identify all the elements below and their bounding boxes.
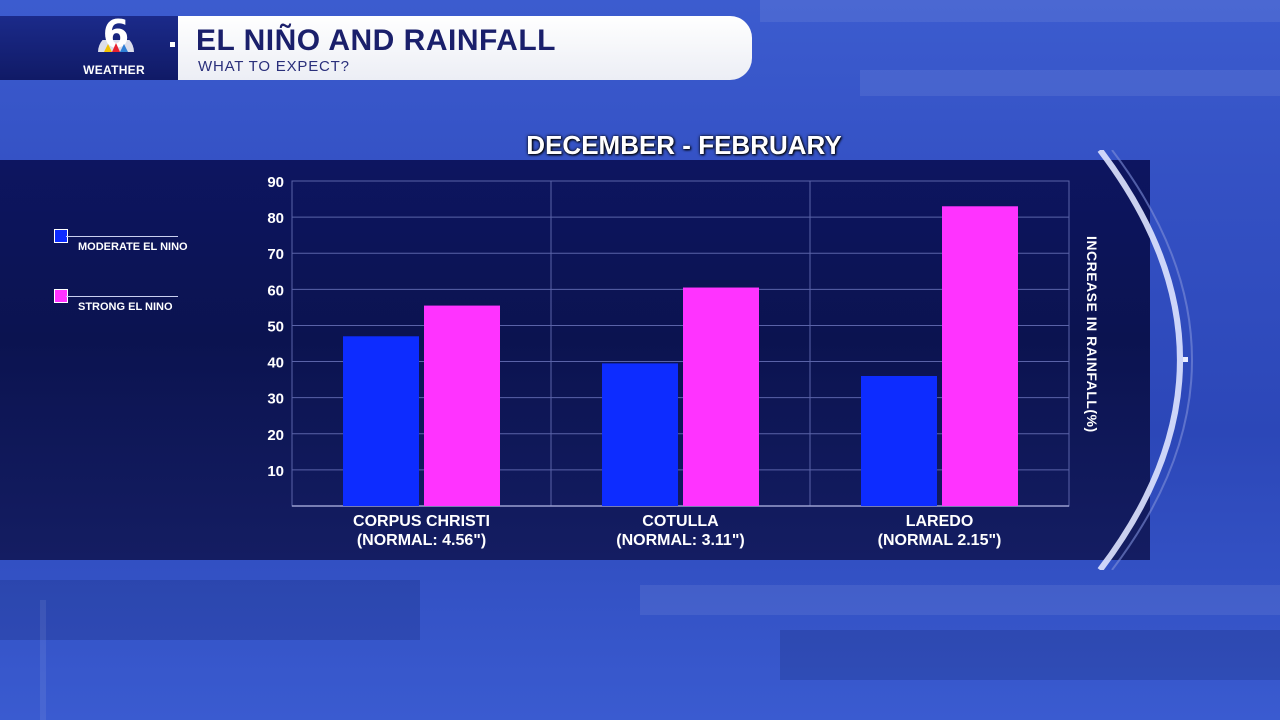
- legend-divider: [66, 296, 178, 297]
- bar-moderate: [343, 336, 419, 506]
- arc-dot: [1183, 357, 1188, 362]
- x-category-label: (NORMAL: 3.11"): [616, 532, 744, 549]
- y-axis-title: INCREASE IN RAINFALL(%): [1084, 236, 1100, 433]
- bar-strong: [683, 287, 759, 506]
- background-panel: [780, 630, 1280, 680]
- y-tick-label: 60: [267, 282, 284, 299]
- y-tick-label: 90: [267, 174, 284, 191]
- x-category-label: (NORMAL 2.15"): [878, 532, 1002, 549]
- y-tick-label: 50: [267, 318, 284, 335]
- x-category-label: CORPUS CHRISTI: [353, 513, 490, 530]
- y-tick-label: 20: [267, 427, 284, 444]
- decorative-arc: [1097, 150, 1193, 570]
- y-tick-label: 30: [267, 391, 284, 408]
- bar-strong: [942, 206, 1018, 506]
- x-category-label: (NORMAL: 4.56"): [357, 532, 486, 549]
- background-beam: [860, 70, 1280, 96]
- y-tick-label: 80: [267, 210, 284, 227]
- y-tick-label: 40: [267, 355, 284, 372]
- bar-moderate: [602, 363, 678, 506]
- x-category-label: LAREDO: [906, 513, 974, 530]
- legend-label-strong: STRONG EL NINO: [78, 301, 173, 313]
- bar-moderate: [861, 376, 937, 506]
- chart-title: DECEMBER - FEBRUARY: [526, 130, 842, 160]
- bar-strong: [424, 305, 500, 506]
- y-tick-label: 10: [267, 463, 284, 480]
- station-logo: [0, 16, 178, 80]
- x-category-label: COTULLA: [642, 513, 719, 530]
- legend-label-moderate: MODERATE EL NINO: [78, 241, 188, 253]
- legend-divider: [66, 236, 178, 237]
- background-beam: [40, 600, 46, 720]
- peacock-icon: [98, 40, 134, 52]
- background-beam: [760, 0, 1280, 22]
- background-beam: [640, 585, 1280, 615]
- logo-weather-text: WEATHER: [83, 63, 145, 77]
- page-subtitle: WHAT TO EXPECT?: [198, 58, 350, 75]
- y-tick-label: 70: [267, 246, 284, 263]
- page-title: EL NIÑO AND RAINFALL: [196, 24, 556, 57]
- separator-dot: [170, 42, 175, 47]
- background-panel: [0, 580, 420, 640]
